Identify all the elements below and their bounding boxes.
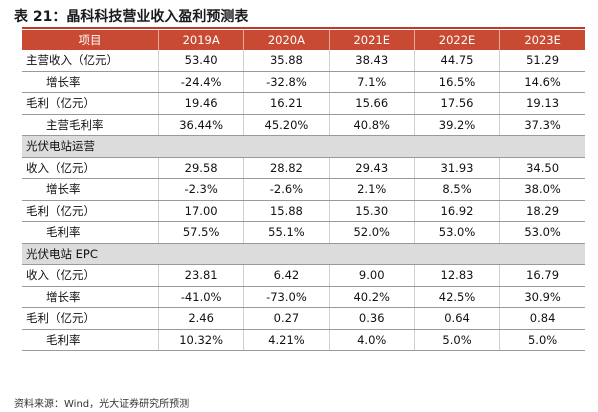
table-cell: 17.00 — [158, 200, 245, 222]
table-cell: 5.0% — [499, 329, 585, 351]
section-row: 光伏电站运营 — [22, 135, 585, 158]
row-label: 增长率 — [22, 71, 159, 93]
table-cell: 37.3% — [499, 114, 585, 136]
table-cell: 30.9% — [499, 286, 585, 308]
table-row: 主营毛利率 36.44% 45.20% 40.8% 39.2% 37.3% — [22, 114, 585, 136]
section-label: 光伏电站运营 — [22, 135, 585, 158]
table-cell: 9.00 — [329, 264, 415, 287]
table-cell: 29.43 — [329, 157, 415, 179]
row-label: 主营收入（亿元） — [22, 50, 159, 72]
table-cell: 8.5% — [414, 178, 501, 201]
table-cell: -2.6% — [243, 178, 330, 201]
table-cell: 38.43 — [329, 50, 415, 72]
table-cell: 39.2% — [414, 114, 501, 136]
table-cell: 18.29 — [499, 200, 585, 222]
table-cell: 52.0% — [329, 221, 415, 244]
table-row: 毛利（亿元） 2.46 0.27 0.36 0.64 0.84 — [22, 307, 585, 330]
table-cell: -73.0% — [243, 286, 330, 308]
row-label: 增长率 — [22, 286, 159, 308]
table-cell: 45.20% — [243, 114, 330, 136]
table-cell: 10.32% — [158, 329, 245, 351]
table-cell: 42.5% — [414, 286, 501, 308]
row-label: 收入（亿元） — [22, 157, 159, 179]
table-cell: -24.4% — [158, 71, 245, 93]
row-label: 毛利（亿元） — [22, 92, 159, 115]
table-cell: 14.6% — [499, 71, 585, 93]
table-cell: 55.1% — [243, 221, 330, 244]
table-cell: 4.0% — [329, 329, 415, 351]
table-cell: 17.56 — [414, 92, 501, 115]
row-label: 增长率 — [22, 178, 159, 201]
table-cell: 40.2% — [329, 286, 415, 308]
header-cell-2019a: 2019A — [158, 30, 245, 50]
table-row: 增长率 -24.4% -32.8% 7.1% 16.5% 14.6% — [22, 71, 585, 93]
header-cell-2020a: 2020A — [243, 30, 330, 50]
table-cell: 53.0% — [499, 221, 585, 244]
table-cell: 0.64 — [414, 307, 501, 330]
table-cell: 40.8% — [329, 114, 415, 136]
header-cell-2021e: 2021E — [329, 30, 415, 50]
table-cell: 31.93 — [414, 157, 501, 179]
row-label: 收入（亿元） — [22, 264, 159, 287]
section-label: 光伏电站 EPC — [22, 243, 585, 265]
row-label: 主营毛利率 — [22, 114, 159, 136]
table-row: 毛利率 10.32% 4.21% 4.0% 5.0% 5.0% — [22, 329, 585, 351]
table-cell: 16.21 — [243, 92, 330, 115]
source-note: 资料来源：Wind，光大证券研究所预测 — [14, 399, 190, 410]
table-cell: 57.5% — [158, 221, 245, 244]
table-cell: 29.58 — [158, 157, 245, 179]
table-cell: 12.83 — [414, 264, 501, 287]
table-cell: -2.3% — [158, 178, 245, 201]
section-row: 光伏电站 EPC — [22, 243, 585, 265]
table-cell: 16.5% — [414, 71, 501, 93]
row-label: 毛利（亿元） — [22, 307, 159, 330]
table-cell: 5.0% — [414, 329, 501, 351]
header-cell-item: 项目 — [22, 30, 159, 50]
row-label: 毛利率 — [22, 329, 159, 351]
table-cell: 7.1% — [329, 71, 415, 93]
table-cell: 34.50 — [499, 157, 585, 179]
table-row: 毛利率 57.5% 55.1% 52.0% 53.0% 53.0% — [22, 221, 585, 244]
header-row: 项目 2019A 2020A 2021E 2022E 2023E — [22, 30, 585, 50]
table-cell: 38.0% — [499, 178, 585, 201]
table-cell: 53.40 — [158, 50, 245, 72]
table-row: 增长率 -2.3% -2.6% 2.1% 8.5% 38.0% — [22, 178, 585, 201]
row-label: 毛利率 — [22, 221, 159, 244]
table-cell: 19.46 — [158, 92, 245, 115]
table-cell: 44.75 — [414, 50, 501, 72]
forecast-table: 项目 2019A 2020A 2021E 2022E 2023E 主营收入（亿元… — [22, 30, 585, 351]
table-title: 表 21：晶科科技营业收入盈利预测表 — [14, 9, 249, 25]
title-divider — [22, 27, 585, 29]
table-cell: 0.36 — [329, 307, 415, 330]
table-cell: 28.82 — [243, 157, 330, 179]
table-row: 主营收入（亿元） 53.40 35.88 38.43 44.75 51.29 — [22, 50, 585, 72]
table-row: 毛利（亿元） 17.00 15.88 15.30 16.92 18.29 — [22, 200, 585, 222]
header-cell-2022e: 2022E — [414, 30, 501, 50]
table-cell: 2.1% — [329, 178, 415, 201]
table-row: 收入（亿元） 29.58 28.82 29.43 31.93 34.50 — [22, 157, 585, 179]
table-cell: 0.27 — [243, 307, 330, 330]
table-cell: 4.21% — [243, 329, 330, 351]
table-row: 收入（亿元） 23.81 6.42 9.00 12.83 16.79 — [22, 264, 585, 287]
table-cell: 53.0% — [414, 221, 501, 244]
table-cell: -32.8% — [243, 71, 330, 93]
table-cell: -41.0% — [158, 286, 245, 308]
row-label: 毛利（亿元） — [22, 200, 159, 222]
table-row: 增长率 -41.0% -73.0% 40.2% 42.5% 30.9% — [22, 286, 585, 308]
table-cell: 35.88 — [243, 50, 330, 72]
table-cell: 19.13 — [499, 92, 585, 115]
table-cell: 6.42 — [243, 264, 330, 287]
table-cell: 2.46 — [158, 307, 245, 330]
table-cell: 0.84 — [499, 307, 585, 330]
table-cell: 15.66 — [329, 92, 415, 115]
table-row: 毛利（亿元） 19.46 16.21 15.66 17.56 19.13 — [22, 92, 585, 115]
table-cell: 23.81 — [158, 264, 245, 287]
header-cell-2023e: 2023E — [499, 30, 585, 50]
table-cell: 15.88 — [243, 200, 330, 222]
table-cell: 15.30 — [329, 200, 415, 222]
table-cell: 16.92 — [414, 200, 501, 222]
table-cell: 36.44% — [158, 114, 245, 136]
table-cell: 16.79 — [499, 264, 585, 287]
table-cell: 51.29 — [499, 50, 585, 72]
